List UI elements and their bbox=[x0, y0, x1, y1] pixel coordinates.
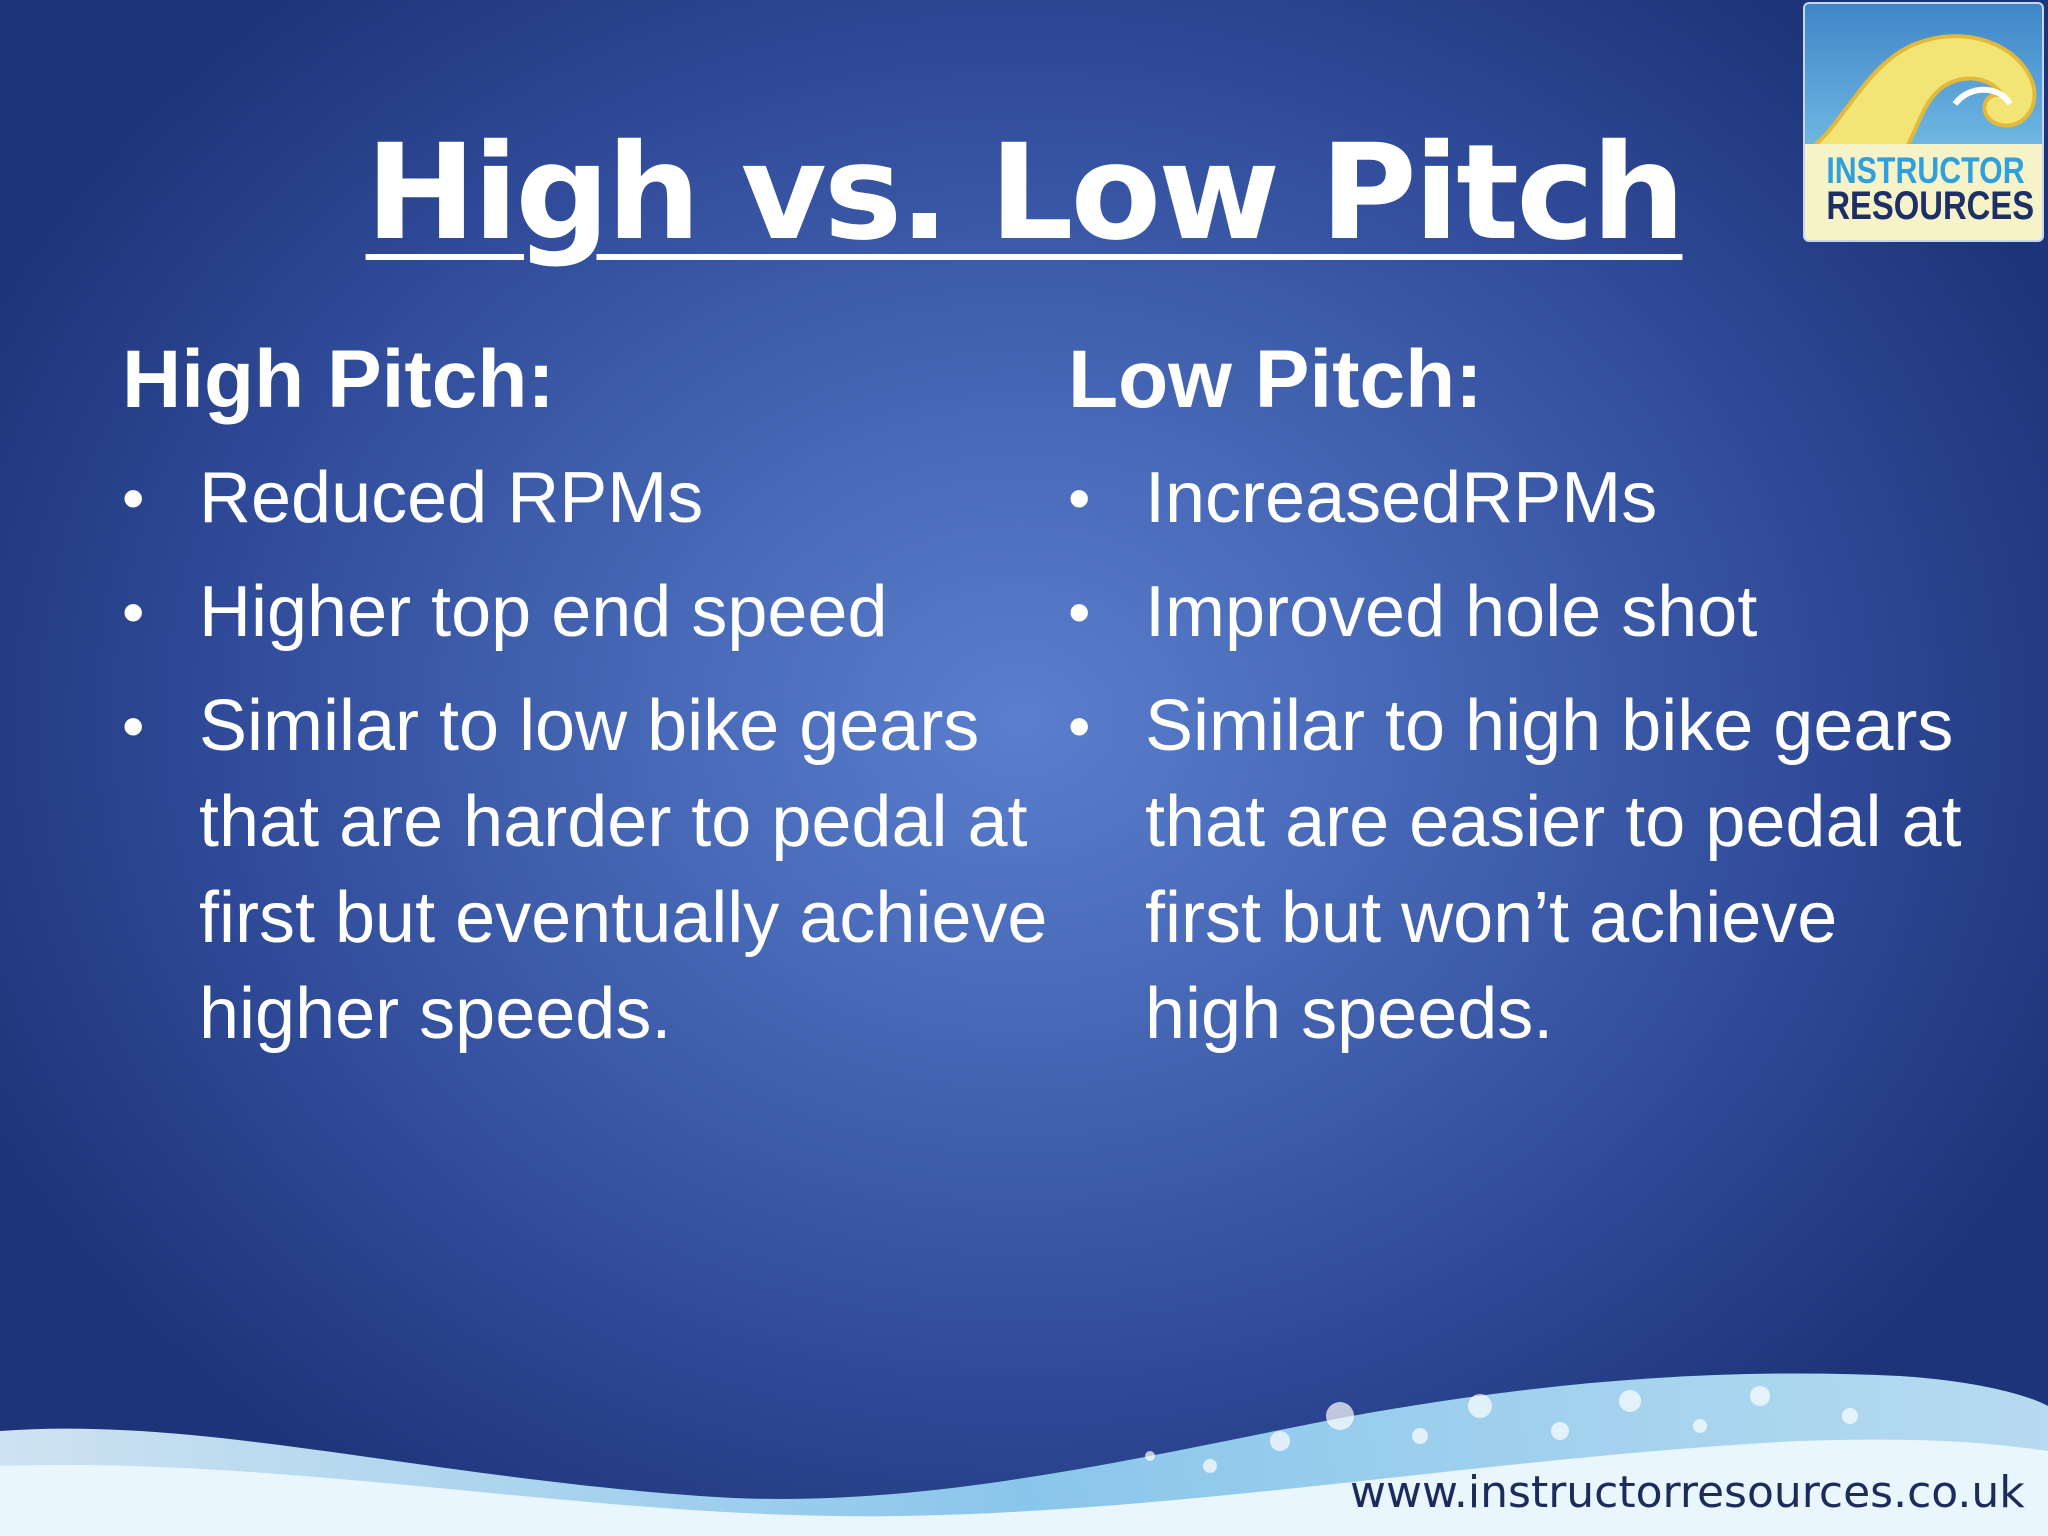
list-item: • Similar to high bike gears that are eas… bbox=[1068, 678, 1965, 1062]
bullet-icon: • bbox=[122, 690, 145, 762]
logo-line2: RESOURCES bbox=[1826, 184, 2035, 228]
list-item-text: IncreasedRPMs bbox=[1145, 458, 1658, 538]
high-pitch-heading: High Pitch: bbox=[122, 334, 555, 425]
slide-title: High vs. Low Pitch bbox=[0, 118, 2048, 268]
logo-line1: INSTRUCTOR bbox=[1826, 150, 2025, 191]
bullet-icon: • bbox=[1068, 462, 1091, 534]
bullet-icon: • bbox=[122, 462, 145, 534]
high-pitch-column: High Pitch: • Reduced RPMs • Higher top en… bbox=[122, 330, 1047, 1080]
bullet-icon: • bbox=[1068, 690, 1091, 762]
instructor-resources-logo: INSTRUCTOR RESOURCES bbox=[1803, 2, 2044, 242]
list-item: • Similar to low bike gears that are hard… bbox=[122, 678, 1059, 1062]
water-splash-decoration bbox=[0, 1373, 2048, 1536]
bullet-icon: • bbox=[122, 576, 145, 648]
list-item: • Reduced RPMs bbox=[122, 450, 1059, 546]
wave-logo-icon bbox=[1805, 34, 2042, 240]
high-pitch-list: • Reduced RPMs • Higher top end speed • Sim… bbox=[122, 450, 1047, 1062]
list-item: • Improved hole shot bbox=[1068, 564, 1965, 660]
list-item-text: Higher top end speed bbox=[199, 572, 888, 652]
low-pitch-list: • IncreasedRPMs • Improved hole shot • Simi… bbox=[1068, 450, 1968, 1062]
list-item: • Higher top end speed bbox=[122, 564, 1059, 660]
list-item-text: Similar to high bike gears that are easi… bbox=[1145, 686, 1962, 1054]
list-item-text: Reduced RPMs bbox=[199, 458, 704, 538]
low-pitch-column: Low Pitch: • IncreasedRPMs • Improved hole… bbox=[1068, 330, 1968, 1080]
slide-title-text: High vs. Low Pitch bbox=[365, 116, 1686, 270]
low-pitch-heading: Low Pitch: bbox=[1068, 334, 1483, 425]
list-item: • IncreasedRPMs bbox=[1068, 450, 1965, 546]
list-item-text: Improved hole shot bbox=[1145, 572, 1758, 652]
list-item-text: Similar to low bike gears that are harde… bbox=[199, 686, 1048, 1054]
footer-url: www.instructorresources.co.uk bbox=[1350, 1467, 2025, 1518]
bullet-icon: • bbox=[1068, 576, 1091, 648]
